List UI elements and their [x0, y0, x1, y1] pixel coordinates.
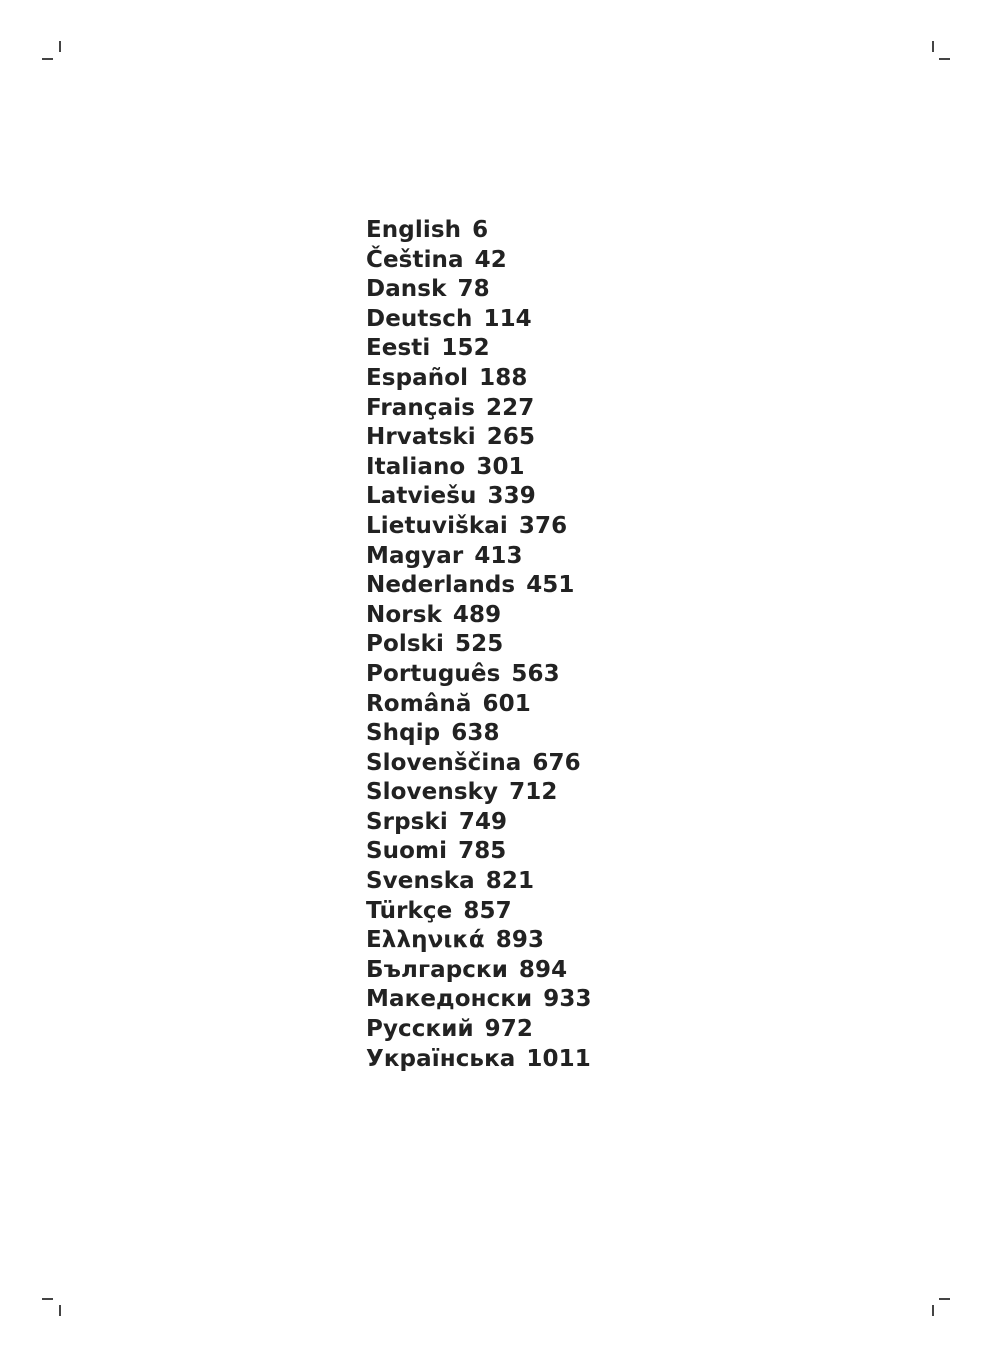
toc-entry[interactable]: Ελληνικά 893 — [366, 926, 592, 956]
toc-page-number: 152 — [441, 335, 490, 362]
toc-entry[interactable]: Lietuviškai 376 — [366, 512, 592, 542]
toc-entry[interactable]: Türkçe 857 — [366, 897, 592, 927]
toc-language: Polski — [366, 631, 445, 658]
toc-language: Română — [366, 690, 472, 717]
toc-page-number: 857 — [463, 897, 512, 924]
toc-language: Français — [366, 394, 476, 421]
toc-page-number: 893 — [495, 927, 545, 954]
toc-entry[interactable]: Shqip 638 — [366, 719, 592, 749]
toc-entry[interactable]: Hrvatski 265 — [366, 423, 592, 453]
toc-language: Македонски — [366, 986, 533, 1013]
toc-entry[interactable]: Українська 1011 — [366, 1045, 592, 1075]
toc-language: Norsk — [366, 601, 442, 628]
toc-entry[interactable]: Nederlands 451 — [366, 571, 592, 601]
toc-entry[interactable]: Dansk 78 — [366, 275, 592, 305]
toc-page-number: 489 — [452, 601, 502, 628]
toc-page-number: 821 — [485, 868, 535, 895]
toc-page-number: 785 — [458, 838, 507, 865]
toc-language: Español — [366, 364, 469, 391]
toc-language: Български — [366, 956, 508, 983]
toc-page-number: 413 — [474, 542, 523, 569]
toc-entry[interactable]: Slovensky 712 — [366, 778, 592, 808]
toc-entry[interactable]: Română 601 — [366, 690, 592, 720]
toc-entry[interactable]: Italiano 301 — [366, 453, 592, 483]
toc-language: Slovensky — [366, 779, 499, 806]
toc-page-number: 78 — [457, 276, 490, 303]
toc-language: Suomi — [366, 838, 448, 865]
toc-page-number: 894 — [518, 956, 568, 983]
toc-page-number: 525 — [455, 631, 504, 658]
toc-entry[interactable]: Français 227 — [366, 394, 592, 424]
crop-mark-top-right-v — [932, 41, 934, 52]
toc-language: Українська — [366, 1045, 516, 1072]
toc-language: Türkçe — [366, 897, 453, 924]
toc-entry[interactable]: Čeština 42 — [366, 246, 592, 276]
toc-language: Italiano — [366, 453, 466, 480]
toc-page-number: 227 — [486, 394, 535, 421]
toc-language: Deutsch — [366, 305, 473, 332]
toc-page-number: 712 — [509, 779, 558, 806]
toc-page-number: 638 — [451, 720, 500, 747]
toc-page-number: 42 — [474, 246, 507, 273]
toc-language: English — [366, 217, 462, 243]
toc-language: Dansk — [366, 276, 447, 303]
toc-entry[interactable]: Suomi 785 — [366, 837, 592, 867]
crop-mark-bottom-right-v — [932, 1305, 934, 1316]
toc-page-number: 265 — [486, 424, 536, 451]
toc-page-number: 1011 — [526, 1045, 591, 1072]
toc-entry[interactable]: Srpski 749 — [366, 808, 592, 838]
toc-entry[interactable]: Polski 525 — [366, 630, 592, 660]
toc-entry[interactable]: Português 563 — [366, 660, 592, 690]
toc-entry[interactable]: Македонски 933 — [366, 985, 592, 1015]
toc-language: Русский — [366, 1016, 474, 1043]
toc-page-number: 933 — [543, 986, 592, 1013]
toc-language: Hrvatski — [366, 424, 476, 451]
table-of-contents: English 6 Čeština 42 Dansk 78 Deutsch 114 Eesti 1… — [366, 216, 592, 1074]
crop-mark-top-right-h — [939, 58, 950, 60]
crop-mark-top-left-v — [59, 41, 61, 52]
toc-entry[interactable]: Español 188 — [366, 364, 592, 394]
toc-language: Português — [366, 660, 501, 687]
toc-page-number: 114 — [483, 305, 532, 332]
toc-page-number: 188 — [479, 364, 528, 391]
crop-mark-bottom-left-v — [59, 1305, 61, 1316]
toc-language: Čeština — [366, 246, 464, 273]
toc-entry[interactable]: Български 894 — [366, 956, 592, 986]
toc-language: Latviešu — [366, 483, 477, 510]
toc-language: Shqip — [366, 720, 441, 747]
toc-page-number: 972 — [484, 1016, 533, 1043]
toc-entry[interactable]: Svenska 821 — [366, 867, 592, 897]
toc-entry[interactable]: Latviešu 339 — [366, 482, 592, 512]
toc-entry[interactable]: Deutsch 114 — [366, 305, 592, 335]
crop-mark-top-left-h — [42, 58, 53, 60]
toc-entry[interactable]: Eesti 152 — [366, 334, 592, 364]
toc-page-number: 376 — [518, 512, 568, 539]
toc-page-number: 749 — [458, 808, 508, 835]
toc-page-number: 6 — [472, 217, 489, 243]
toc-language: Nederlands — [366, 572, 516, 599]
toc-page-number: 676 — [532, 749, 581, 776]
toc-language: Srpski — [366, 808, 448, 835]
toc-entry[interactable]: Magyar 413 — [366, 542, 592, 572]
toc-entry[interactable]: Norsk 489 — [366, 601, 592, 631]
toc-language: Lietuviškai — [366, 512, 508, 539]
toc-page-number: 601 — [482, 690, 531, 717]
toc-entry[interactable]: Slovenščina 676 — [366, 749, 592, 779]
toc-language: Magyar — [366, 542, 464, 569]
toc-language: Slovenščina — [366, 749, 522, 776]
toc-language: Svenska — [366, 868, 475, 895]
toc-language: Ελληνικά — [366, 927, 485, 954]
toc-page-number: 563 — [511, 660, 560, 687]
toc-language: Eesti — [366, 335, 431, 362]
toc-entry[interactable]: Русский 972 — [366, 1015, 592, 1045]
crop-mark-bottom-right-h — [939, 1298, 950, 1300]
crop-mark-bottom-left-h — [42, 1298, 53, 1300]
toc-page-number: 301 — [476, 453, 525, 480]
toc-entry[interactable]: English 6 — [366, 216, 592, 246]
toc-page-number: 451 — [526, 572, 575, 599]
toc-page-number: 339 — [487, 483, 536, 510]
